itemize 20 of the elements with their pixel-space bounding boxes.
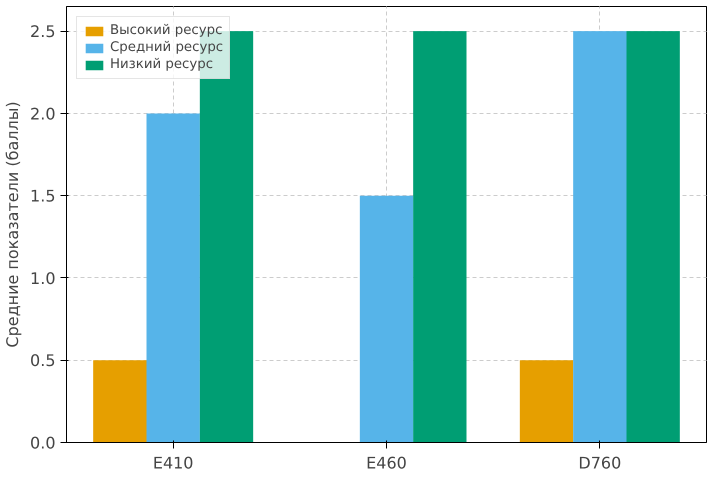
- bar: [520, 360, 574, 442]
- y-tick-label: 1.0: [30, 268, 56, 288]
- legend-label: Высокий ресурс: [110, 23, 222, 38]
- bar: [146, 113, 200, 442]
- y-tick-label: 0.5: [30, 351, 56, 370]
- bar: [626, 31, 680, 442]
- bar: [573, 31, 626, 442]
- bar: [413, 31, 466, 442]
- y-tick-label: 2.5: [30, 22, 56, 42]
- bar: [360, 196, 414, 442]
- bar: [93, 360, 146, 442]
- y-tick-label: 2.0: [30, 104, 56, 124]
- y-tick-label: 1.5: [30, 186, 56, 206]
- legend-label: Средний ресурс: [110, 40, 224, 55]
- x-tick-label: D760: [578, 454, 622, 472]
- x-tick-label: E460: [366, 454, 407, 472]
- x-tick-label: E410: [152, 454, 194, 472]
- y-axis-title: Средние показатели (баллы): [3, 101, 22, 348]
- y-tick-label: 0.0: [30, 434, 56, 452]
- legend-label: Низкий ресурс: [110, 57, 214, 72]
